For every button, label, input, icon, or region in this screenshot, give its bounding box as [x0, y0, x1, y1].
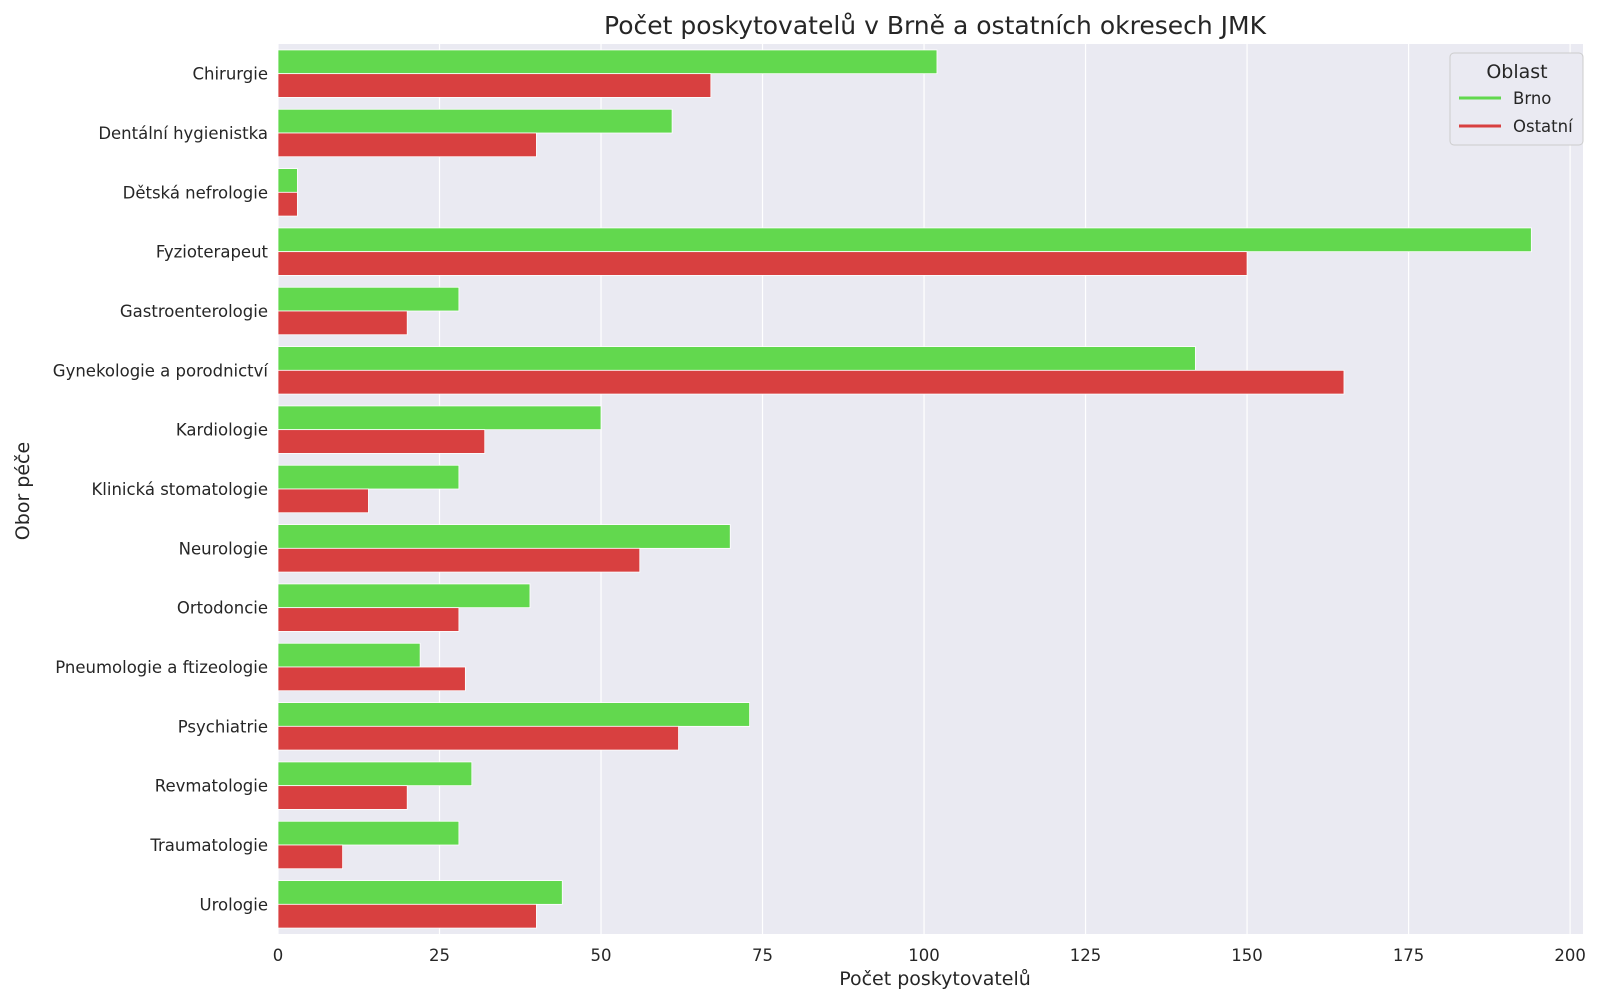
y-tick-label: Neurologie — [179, 539, 268, 558]
bar-ostatni-13 — [277, 785, 408, 810]
bar-brno-2 — [277, 108, 673, 134]
bar-brno-10 — [277, 583, 531, 609]
y-tick-label: Urologie — [200, 895, 268, 914]
bar-ostatni-14 — [277, 844, 344, 870]
bars — [277, 49, 1532, 929]
bar-brno-7 — [277, 405, 602, 431]
x-tick-label: 0 — [273, 946, 284, 965]
bar-ostatni-15 — [277, 903, 537, 929]
x-tick-label: 75 — [752, 946, 773, 965]
bar-ostatni-12 — [277, 725, 679, 751]
y-tick-label: Klinická stomatologie — [91, 480, 268, 499]
x-axis-label: Počet poskytovatelů — [839, 968, 1031, 990]
bar-brno-13 — [277, 761, 473, 787]
legend-label-ostatni: Ostatní — [1513, 117, 1574, 136]
y-tick-label: Fyzioterapeut — [156, 243, 269, 262]
x-tick-label: 200 — [1554, 946, 1586, 965]
bar-ostatni-3 — [277, 191, 298, 217]
legend-box — [1449, 52, 1584, 146]
chart-title: Počet poskytovatelů v Brně a ostatních o… — [604, 11, 1267, 40]
x-tick-label: 25 — [429, 946, 450, 965]
x-tick-label: 125 — [1070, 946, 1102, 965]
legend: Oblast Brno Ostatní — [1449, 52, 1584, 146]
y-axis-label: Obor péče — [12, 442, 34, 540]
y-tick-label: Pneumologie a ftizeologie — [55, 658, 268, 677]
x-tick-label: 100 — [908, 946, 940, 965]
y-tick-label: Gynekologie a porodnictví — [53, 361, 270, 380]
bar-brno-9 — [277, 524, 731, 549]
grid-lines — [277, 44, 1571, 934]
y-tick-label: Revmatologie — [155, 777, 268, 796]
y-tick-label: Gastroenterologie — [120, 302, 268, 321]
x-tick-labels: 0 25 50 75 100 125 150 175 200 — [273, 946, 1586, 965]
y-tick-label: Traumatologie — [149, 836, 268, 855]
bar-brno-5 — [277, 286, 460, 312]
x-tick-label: 150 — [1231, 946, 1263, 965]
bar-ostatni-6 — [277, 369, 1345, 395]
bar-ostatni-2 — [277, 132, 537, 158]
y-tick-label: Dentální hygienistka — [98, 124, 268, 143]
bar-brno-4 — [277, 227, 1532, 253]
bar-brno-12 — [277, 702, 751, 727]
bar-brno-15 — [277, 880, 563, 905]
plot-background — [278, 44, 1583, 934]
legend-label-brno: Brno — [1513, 89, 1551, 108]
bar-ostatni-5 — [277, 310, 408, 336]
y-tick-labels: Chirurgie Dentální hygienistka Dětská nefr… — [53, 65, 270, 915]
bar-ostatni-7 — [277, 429, 486, 454]
y-tick-label: Ortodoncie — [177, 599, 268, 618]
bar-ostatni-1 — [277, 73, 712, 98]
x-tick-label: 175 — [1393, 946, 1425, 965]
x-tick-label: 50 — [591, 946, 612, 965]
bar-ostatni-11 — [277, 666, 466, 692]
bar-brno-8 — [277, 464, 460, 490]
y-tick-label: Psychiatrie — [178, 717, 268, 736]
y-tick-label: Kardiologie — [176, 421, 268, 440]
y-tick-label: Dětská nefrologie — [123, 183, 268, 202]
legend-title: Oblast — [1486, 61, 1547, 83]
y-tick-label: Chirurgie — [192, 65, 268, 84]
bar-ostatni-9 — [277, 547, 641, 573]
bar-brno-11 — [277, 642, 421, 668]
bar-ostatni-4 — [277, 251, 1248, 276]
bar-ostatni-10 — [277, 607, 460, 632]
bar-brno-3 — [277, 168, 298, 193]
bar-brno-6 — [277, 346, 1196, 371]
bar-ostatni-8 — [277, 488, 369, 514]
bar-brno-14 — [277, 820, 460, 846]
bar-brno-1 — [277, 49, 938, 75]
